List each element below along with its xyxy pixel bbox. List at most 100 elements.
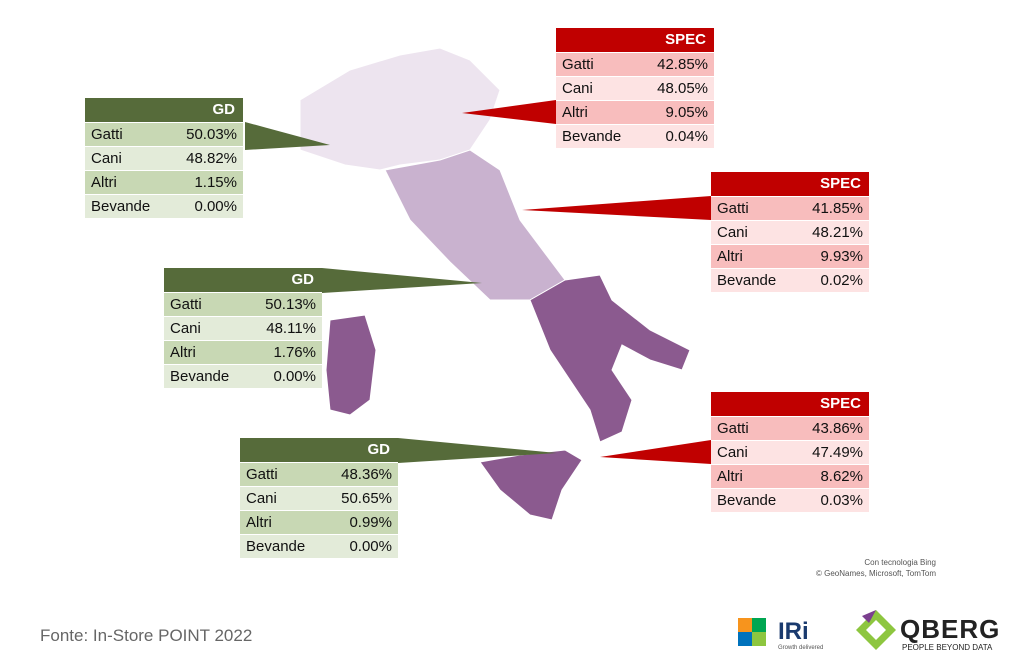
panel-header: SPEC <box>711 172 869 196</box>
panel-row: Gatti 42.85% <box>556 52 714 76</box>
panel-body: Gatti 42.85% Cani 48.05% Altri 9.05% Bevande 0.… <box>556 52 714 148</box>
row-label: Altri <box>170 344 196 361</box>
iri-logo <box>738 618 766 646</box>
callout-arrow <box>245 122 330 150</box>
row-value: 47.49% <box>812 444 863 461</box>
row-value: 50.03% <box>186 126 237 143</box>
data-panel: GD Gatti 50.03% Cani 48.82% Altri 1.15% Bevande… <box>85 98 243 218</box>
panel-row: Altri 1.76% <box>164 340 322 364</box>
row-label: Bevande <box>246 538 306 555</box>
row-label: Gatti <box>246 466 278 483</box>
attribution: Con tecnologia Bing © GeoNames, Microsof… <box>816 557 936 579</box>
row-value: 8.62% <box>820 468 863 485</box>
logo-text: QBERG <box>900 614 1001 644</box>
row-value: 50.13% <box>265 296 316 313</box>
row-label: Cani <box>246 490 277 507</box>
callout-arrow <box>462 100 556 124</box>
panel-row: Altri 9.05% <box>556 100 714 124</box>
panel-body: Gatti 50.13% Cani 48.11% Altri 1.76% Bevande 0.… <box>164 292 322 388</box>
row-label: Gatti <box>91 126 123 143</box>
row-label: Cani <box>717 224 748 241</box>
panel-row: Altri 8.62% <box>711 464 869 488</box>
panel-row: Bevande 0.02% <box>711 268 869 292</box>
callout-arrow <box>322 268 482 293</box>
row-value: 48.21% <box>812 224 863 241</box>
row-value: 0.00% <box>349 538 392 555</box>
qberg-logo <box>856 610 896 650</box>
row-label: Gatti <box>717 420 749 437</box>
panel-row: Altri 1.15% <box>85 170 243 194</box>
data-panel: GD Gatti 50.13% Cani 48.11% Altri 1.76% Bevande… <box>164 268 322 388</box>
panel-body: Gatti 43.86% Cani 47.49% Altri 8.62% Bevande 0.… <box>711 416 869 512</box>
attribution-line: Con tecnologia Bing <box>864 558 936 567</box>
row-label: Gatti <box>170 296 202 313</box>
region-north <box>299 47 501 171</box>
panel-row: Cani 48.05% <box>556 76 714 100</box>
attribution-line: © GeoNames, Microsoft, TomTom <box>816 569 936 578</box>
panel-row: Bevande 0.04% <box>556 124 714 148</box>
row-value: 48.05% <box>657 80 708 97</box>
row-value: 41.85% <box>812 200 863 217</box>
row-label: Bevande <box>170 368 230 385</box>
data-panel: SPEC Gatti 42.85% Cani 48.05% Altri 9.05% Bevan… <box>556 28 714 148</box>
callout-arrow <box>398 438 557 463</box>
panel-body: Gatti 41.85% Cani 48.21% Altri 9.93% Bevande 0.… <box>711 196 869 292</box>
panel-row: Gatti 48.36% <box>240 462 398 486</box>
data-panel: GD Gatti 48.36% Cani 50.65% Altri 0.99% Bevande… <box>240 438 398 558</box>
logo-tagline: PEOPLE BEYOND DATA <box>902 643 993 652</box>
row-label: Bevande <box>717 492 777 509</box>
row-value: 48.82% <box>186 150 237 167</box>
row-label: Cani <box>717 444 748 461</box>
panel-header: GD <box>240 438 398 462</box>
row-value: 0.00% <box>273 368 316 385</box>
row-label: Altri <box>717 248 743 265</box>
row-value: 0.00% <box>194 198 237 215</box>
panel-row: Altri 9.93% <box>711 244 869 268</box>
row-label: Gatti <box>717 200 749 217</box>
row-value: 42.85% <box>657 56 708 73</box>
panel-row: Gatti 50.03% <box>85 122 243 146</box>
panel-row: Gatti 41.85% <box>711 196 869 220</box>
footer-source: Fonte: In-Store POINT 2022 <box>40 626 253 645</box>
panel-header: SPEC <box>711 392 869 416</box>
panel-row: Bevande 0.00% <box>85 194 243 218</box>
panel-row: Cani 50.65% <box>240 486 398 510</box>
row-label: Altri <box>562 104 588 121</box>
row-value: 0.99% <box>349 514 392 531</box>
row-value: 0.03% <box>820 492 863 509</box>
row-value: 48.36% <box>341 466 392 483</box>
region-sicily <box>479 449 583 521</box>
row-label: Altri <box>246 514 272 531</box>
data-panel: SPEC Gatti 41.85% Cani 48.21% Altri 9.93% Bevan… <box>711 172 869 292</box>
row-value: 9.05% <box>665 104 708 121</box>
row-label: Bevande <box>562 128 622 145</box>
panel-row: Altri 0.99% <box>240 510 398 534</box>
row-label: Altri <box>717 468 743 485</box>
region-sardinia <box>325 314 377 416</box>
panel-row: Cani 47.49% <box>711 440 869 464</box>
panel-row: Gatti 50.13% <box>164 292 322 316</box>
panel-row: Cani 48.82% <box>85 146 243 170</box>
row-value: 1.15% <box>194 174 237 191</box>
row-value: 0.04% <box>665 128 708 145</box>
row-value: 9.93% <box>820 248 863 265</box>
panel-row: Gatti 43.86% <box>711 416 869 440</box>
panel-body: Gatti 50.03% Cani 48.82% Altri 1.15% Bevande 0.… <box>85 122 243 218</box>
panel-row: Bevande 0.00% <box>240 534 398 558</box>
data-panel: SPEC Gatti 43.86% Cani 47.49% Altri 8.62% Bevan… <box>711 392 869 512</box>
panel-row: Bevande 0.00% <box>164 364 322 388</box>
row-label: Cani <box>91 150 122 167</box>
panel-row: Bevande 0.03% <box>711 488 869 512</box>
row-label: Cani <box>170 320 201 337</box>
panel-header: GD <box>85 98 243 122</box>
row-label: Cani <box>562 80 593 97</box>
row-value: 43.86% <box>812 420 863 437</box>
callout-arrow <box>522 196 711 220</box>
row-label: Altri <box>91 174 117 191</box>
row-value: 50.65% <box>341 490 392 507</box>
row-label: Bevande <box>91 198 151 215</box>
row-value: 0.02% <box>820 272 863 289</box>
panel-row: Cani 48.21% <box>711 220 869 244</box>
logo-text: IRi <box>778 618 809 645</box>
